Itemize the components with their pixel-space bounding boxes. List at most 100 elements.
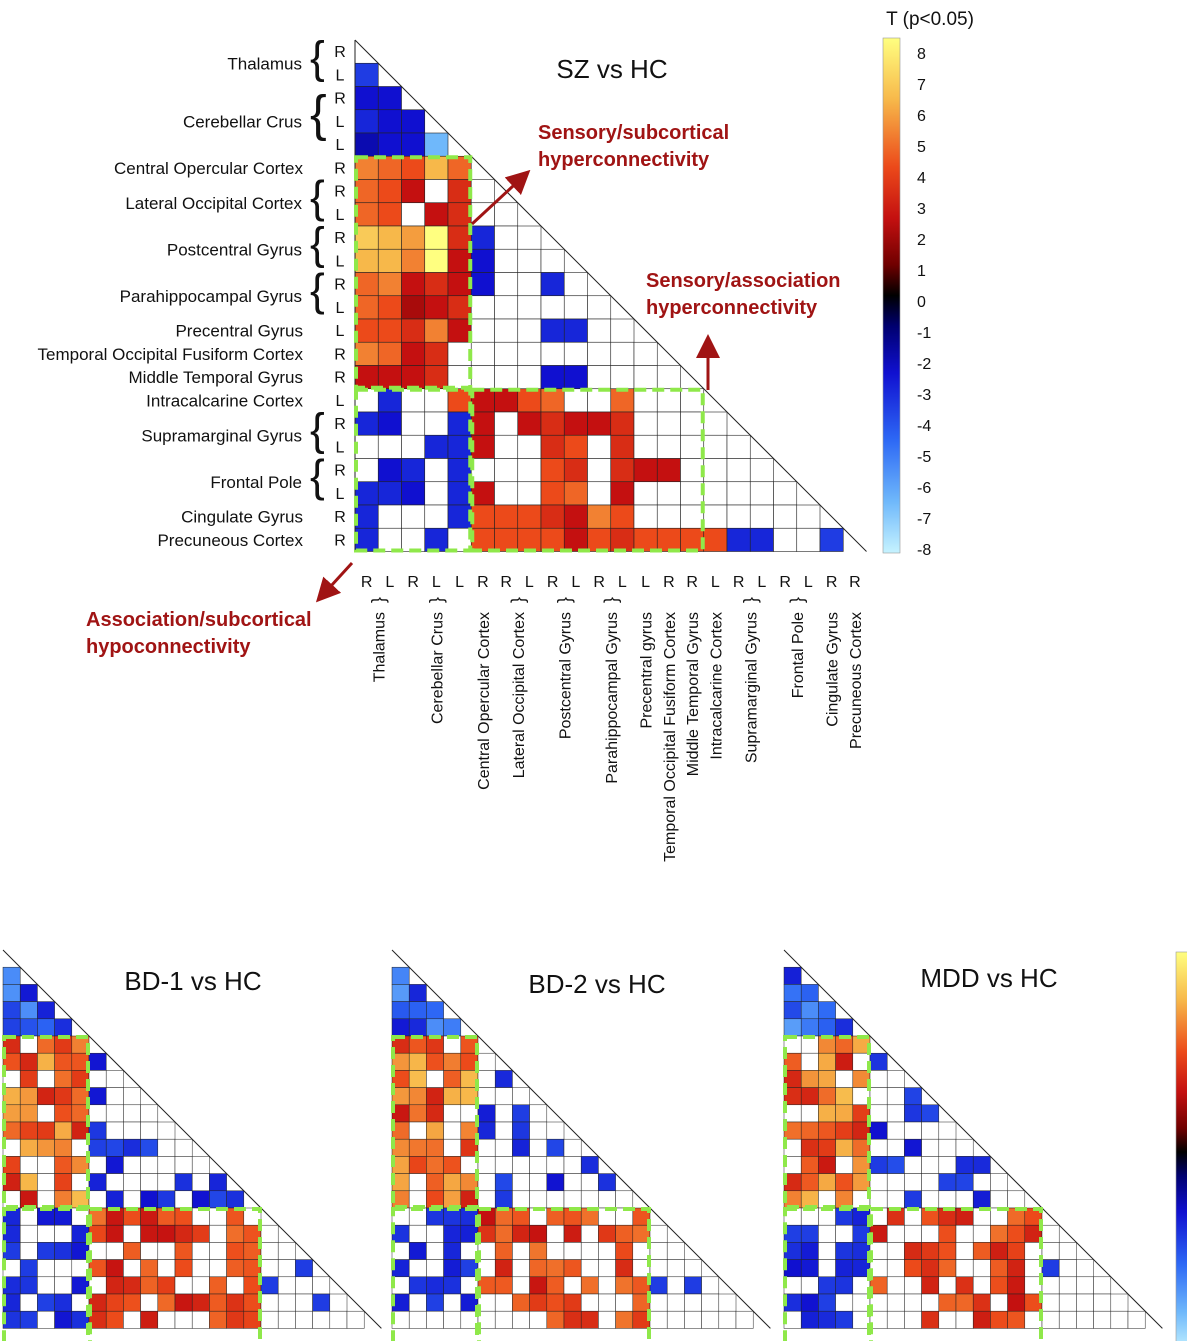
colorbar-tick-label: -7 — [917, 511, 931, 528]
mini-heatmap-cell — [312, 1276, 331, 1295]
diagonal-line — [783, 949, 1163, 1329]
mini-heatmap-cell — [512, 1242, 530, 1260]
mini-heatmap-cell — [157, 1224, 176, 1243]
mini-heatmap-cell — [1058, 1310, 1077, 1329]
mini-heatmap-cell — [818, 1018, 836, 1037]
heatmap-cell — [610, 481, 635, 506]
mini-heatmap-cell — [1058, 1276, 1077, 1295]
mini-heatmap-cell — [174, 1190, 193, 1209]
colorbar-tick-label: -8 — [917, 542, 931, 559]
mini-heatmap-cell — [512, 1138, 530, 1157]
annotation-line-2: hypoconnectivity — [86, 636, 251, 658]
heatmap-cell — [377, 295, 402, 320]
mini-heatmap-cell — [990, 1310, 1008, 1329]
y-side-label: L — [336, 393, 345, 410]
mini-heatmap-cell — [886, 1224, 905, 1243]
mini-heatmap-cell — [955, 1138, 974, 1157]
mini-heatmap-cell — [563, 1190, 582, 1209]
mini-heatmap-cell — [800, 1173, 819, 1192]
mini-heatmap-cell — [921, 1224, 940, 1243]
x-region-label: Postcentral Gyrus — [557, 612, 574, 739]
mini-heatmap-cell — [477, 1104, 496, 1123]
mini-heatmap-cell — [174, 1293, 193, 1312]
mini-heatmap-cell — [191, 1173, 210, 1192]
heatmap-empty-cell — [447, 527, 472, 552]
heatmap-empty-cell — [494, 481, 519, 506]
heatmap-cell — [354, 481, 379, 506]
heatmap-cell — [447, 179, 472, 204]
mini-heatmap-cell — [105, 1293, 124, 1312]
x-side-label: L — [385, 574, 394, 591]
mini-heatmap-cell — [494, 1190, 513, 1209]
heatmap-cell — [401, 155, 426, 180]
mini-heatmap-cell — [835, 1156, 854, 1174]
mini-heatmap-cell — [443, 1018, 462, 1037]
mini-heatmap-cell — [904, 1224, 922, 1243]
mini-heatmap-cell — [835, 1121, 854, 1140]
mini-heatmap-cell — [886, 1104, 905, 1123]
heatmap-cell — [494, 527, 519, 552]
mini-heatmap-cell — [426, 1087, 444, 1106]
mini-heatmap-cell — [174, 1242, 193, 1260]
mini-heatmap-cell — [1127, 1310, 1146, 1329]
x-side-label: R — [477, 574, 489, 591]
mini-heatmap-cell — [443, 1310, 462, 1329]
mini-heatmap-cell — [346, 1310, 365, 1329]
mini-heatmap-cell — [800, 1242, 819, 1260]
heatmap-empty-cell — [656, 504, 681, 529]
mini-heatmap-cell — [408, 1173, 427, 1192]
mini-heatmap-cell — [19, 1104, 38, 1123]
colorbar-title: T (p<0.05) — [886, 9, 974, 30]
mini-heatmap-cell — [563, 1310, 582, 1329]
heatmap-cell — [563, 527, 588, 552]
mini-heatmap-cell — [477, 1190, 496, 1209]
mini-heatmap-cell — [123, 1087, 141, 1106]
mini-heatmap-cell — [818, 1104, 836, 1123]
mini-heatmap-cell — [818, 1070, 836, 1088]
panel-title-bd2: BD-2 vs HC — [528, 969, 665, 999]
mini-heatmap-cell — [563, 1276, 582, 1295]
mini-heatmap-cell — [494, 1293, 513, 1312]
mini-heatmap-cell — [1007, 1190, 1026, 1209]
mini-heatmap-cell — [408, 1156, 427, 1174]
mini-heatmap-cell — [277, 1242, 296, 1260]
mini-heatmap-cell — [990, 1242, 1008, 1260]
mini-heatmap-cell — [921, 1156, 940, 1174]
comparison-panels — [2, 949, 1163, 1341]
mini-heatmap-cell — [54, 1259, 73, 1278]
heatmap-cell — [377, 248, 402, 273]
mini-heatmap-cell — [19, 1293, 38, 1312]
heatmap-cell — [447, 388, 472, 413]
mini-heatmap-cell — [972, 1190, 991, 1209]
mini-heatmap-cell — [938, 1173, 957, 1192]
x-region-label: Precentral gyrus — [639, 612, 656, 729]
heatmap-cell — [563, 458, 588, 483]
panel-title-bd1: BD-1 vs HC — [124, 966, 261, 996]
mini-heatmap-cell — [443, 1121, 462, 1140]
mini-heatmap-cell — [835, 1224, 854, 1243]
heatmap-empty-cell — [424, 179, 449, 204]
heatmap-cell — [563, 411, 588, 436]
heatmap-cell — [563, 434, 588, 459]
colorbar-tick-label: 8 — [917, 46, 926, 63]
mini-heatmap-cell — [105, 1190, 124, 1209]
mini-heatmap-cell — [921, 1121, 940, 1140]
mini-heatmap-cell — [904, 1087, 922, 1106]
mini-heatmap-cell — [1093, 1293, 1112, 1312]
heatmap-empty-cell — [517, 248, 542, 273]
mini-heatmap-cell — [990, 1293, 1008, 1312]
y-region-label: Central Opercular Cortex — [114, 159, 303, 178]
mini-heatmap-cell — [529, 1190, 548, 1209]
heatmap-cell — [610, 504, 635, 529]
arrow-icon — [470, 169, 531, 226]
colorbar-tick-label: 3 — [917, 201, 926, 218]
mini-heatmap-cell — [174, 1259, 193, 1278]
mini-heatmap — [783, 949, 1163, 1341]
mini-heatmap-cell — [408, 1104, 427, 1123]
mini-heatmap-cell — [886, 1087, 905, 1106]
mini-heatmap-cell — [174, 1276, 193, 1295]
heatmap-cell — [540, 411, 565, 436]
brace-icon: { — [310, 85, 327, 141]
heatmap-cell — [424, 365, 449, 390]
x-region-label: Supramarginal Gyrus — [743, 612, 760, 763]
